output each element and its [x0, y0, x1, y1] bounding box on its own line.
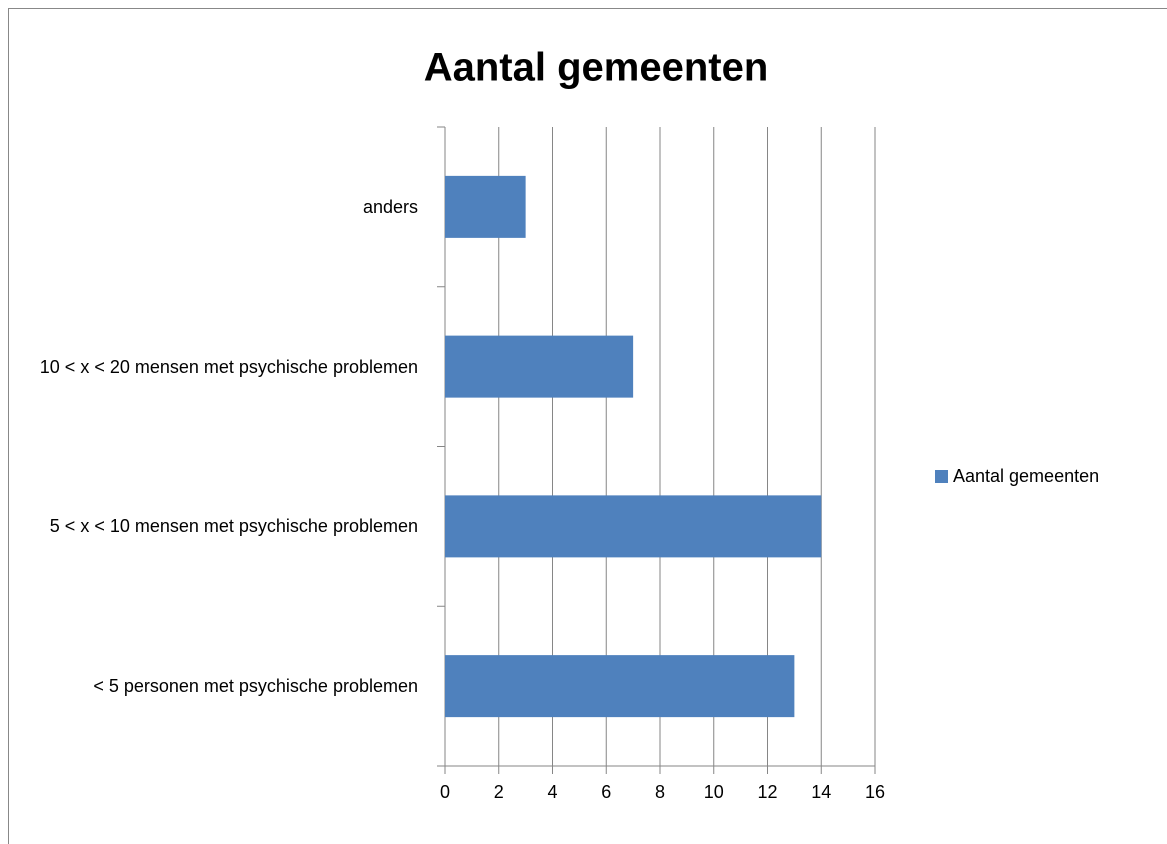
x-tick-label: 16	[865, 782, 885, 802]
bar	[445, 175, 526, 238]
y-tick-label-box: 10 < x < 20 mensen met psychische proble…	[40, 327, 418, 407]
chart-border	[8, 8, 1167, 844]
x-tick-label: 2	[494, 782, 504, 802]
bar	[445, 335, 634, 398]
x-tick-label: 4	[547, 782, 557, 802]
x-tick-label: 6	[601, 782, 611, 802]
y-tick-label: 5 < x < 10 mensen met psychische problem…	[49, 516, 418, 537]
bar	[445, 495, 822, 558]
y-tick-label-box: anders	[363, 167, 418, 247]
x-tick-label: 14	[811, 782, 831, 802]
x-tick-label: 0	[440, 782, 450, 802]
legend-swatch	[935, 470, 948, 483]
x-tick-label: 12	[757, 782, 777, 802]
y-tick-label: < 5 personen met psychische problemen	[93, 676, 418, 697]
y-tick-label: 10 < x < 20 mensen met psychische proble…	[39, 356, 418, 377]
y-tick-label-box: < 5 personen met psychische problemen	[93, 646, 418, 726]
y-tick-label-box: 5 < x < 10 mensen met psychische problem…	[50, 486, 418, 566]
y-tick-label: anders	[362, 196, 418, 217]
legend-label: Aantal gemeenten	[953, 466, 1099, 486]
x-tick-label: 10	[704, 782, 724, 802]
bar	[445, 655, 795, 718]
chart-title: Aantal gemeenten	[424, 46, 769, 90]
x-tick-label: 8	[655, 782, 665, 802]
